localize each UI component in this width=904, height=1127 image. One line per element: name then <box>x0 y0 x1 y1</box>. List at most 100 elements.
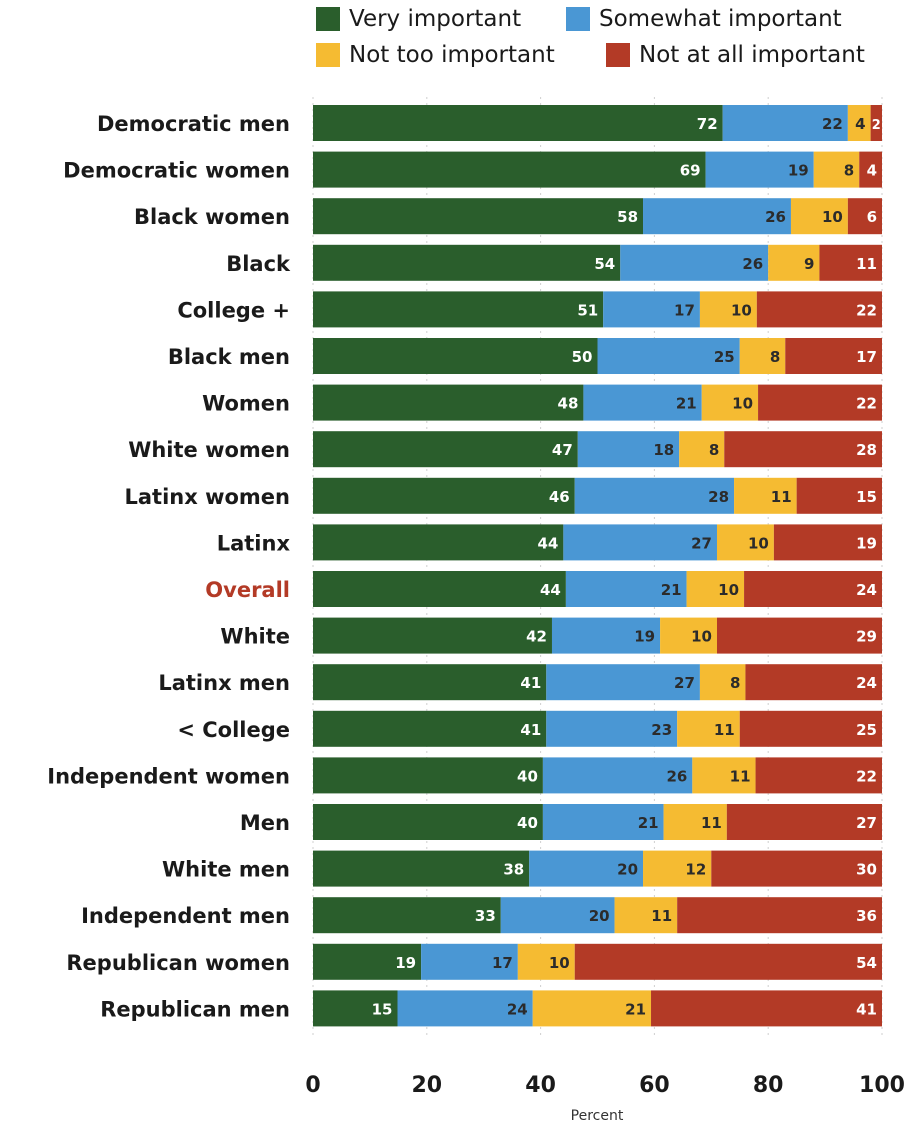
data-label-latinx-men-not-too-important: 8 <box>730 674 740 692</box>
data-label-latinx-somewhat-important: 27 <box>691 534 712 552</box>
x-tick-label-0: 0 <box>305 1073 320 1098</box>
bar-segment-overall-very-important <box>313 571 566 607</box>
x-tick-label-100: 100 <box>859 1073 904 1098</box>
bar-segment-overall-not-too-important <box>686 571 745 607</box>
data-label-independent-men-very-important: 33 <box>475 907 496 925</box>
data-label-men-not-too-important: 11 <box>701 814 722 832</box>
data-label-black-men-not-too-important: 8 <box>770 348 780 366</box>
legend-swatch-very-important <box>316 7 340 31</box>
bar-segment-black-women-not-at-all-important <box>847 198 882 235</box>
bar-segment-latinx-women-not-at-all-important <box>796 477 882 514</box>
bar-segment-white-women-somewhat-important <box>577 431 680 468</box>
data-label-black-women-somewhat-important: 26 <box>765 208 786 226</box>
bar-segment-white-not-too-important <box>660 617 717 654</box>
legend-item-very-important: Very important <box>316 6 521 32</box>
legend-swatch-somewhat-important <box>566 7 590 31</box>
x-tick-label-60: 60 <box>639 1073 670 1098</box>
bar-segment-white-men-somewhat-important <box>529 850 644 887</box>
bar-segment-republican-men-somewhat-important <box>397 990 533 1027</box>
data-label-latinx-men-somewhat-important: 27 <box>674 674 695 692</box>
data-label-latinx-not-too-important: 10 <box>748 534 769 552</box>
data-label-white-men-somewhat-important: 20 <box>617 861 638 879</box>
data-label-lt-college-somewhat-important: 23 <box>651 721 672 739</box>
category-label-college-plus: College + <box>177 298 290 322</box>
bar-segment-republican-men-not-too-important <box>532 990 652 1027</box>
bar-segment-republican-women-not-too-important <box>517 943 575 980</box>
data-label-lt-college-not-too-important: 11 <box>714 721 735 739</box>
category-label-black-men: Black men <box>168 345 290 369</box>
legend-item-not-at-all-important: Not at all important <box>606 42 865 68</box>
category-label-men: Men <box>240 811 290 835</box>
bar-segment-republican-men-not-at-all-important <box>651 990 882 1027</box>
bar-segment-latinx-men-not-too-important <box>699 664 746 701</box>
bar-segment-democratic-men-not-at-all-important <box>870 105 882 141</box>
bar-segment-white-men-very-important <box>313 850 530 887</box>
category-label-white-women: White women <box>128 438 290 462</box>
bar-segment-white-women-very-important <box>313 431 578 468</box>
data-label-democratic-women-not-too-important: 8 <box>844 162 854 180</box>
data-label-white-women-very-important: 47 <box>552 441 573 459</box>
bar-segment-independent-women-not-too-important <box>692 757 756 794</box>
bar-segment-white-very-important <box>313 617 552 654</box>
data-label-democratic-men-not-at-all-important: 2 <box>872 118 881 133</box>
bar-segment-black-men-very-important <box>313 338 598 374</box>
bar-segment-white-women-not-at-all-important <box>724 431 882 468</box>
bar-segment-latinx-somewhat-important <box>563 524 717 561</box>
bar-segment-independent-women-somewhat-important <box>542 757 693 794</box>
bar-segment-independent-women-very-important <box>313 757 543 794</box>
x-axis-ticks: 0 20 40 60 80 100 <box>305 1073 904 1098</box>
data-label-republican-women-not-at-all-important: 54 <box>856 954 877 972</box>
bar-segment-women-very-important <box>313 384 584 421</box>
bar-segment-white-not-at-all-important <box>716 617 882 654</box>
bar-segment-black-men-not-too-important <box>739 338 786 374</box>
bar-segment-latinx-women-not-too-important <box>734 477 797 514</box>
bar-segment-democratic-women-very-important <box>313 151 706 188</box>
data-label-men-somewhat-important: 21 <box>638 814 659 832</box>
bar-segment-democratic-women-not-at-all-important <box>859 151 882 188</box>
category-label-republican-men: Republican men <box>100 997 290 1021</box>
category-label-independent-women: Independent women <box>47 764 290 788</box>
bar-segment-independent-men-very-important <box>313 897 501 934</box>
bar-segment-men-very-important <box>313 804 543 840</box>
data-label-overall-somewhat-important: 21 <box>661 581 682 599</box>
bar-segment-white-somewhat-important <box>551 617 661 654</box>
legend-label-not-too-important: Not too important <box>349 42 555 68</box>
bar-segment-independent-women-not-at-all-important <box>755 757 882 794</box>
legend-item-somewhat-important: Somewhat important <box>566 6 842 32</box>
data-label-white-women-not-too-important: 8 <box>709 441 719 459</box>
bar-segment-democratic-women-somewhat-important <box>705 151 814 188</box>
data-label-black-somewhat-important: 26 <box>742 255 763 273</box>
data-label-black-women-very-important: 58 <box>617 208 638 226</box>
category-label-overall: Overall <box>205 578 290 602</box>
bar-segment-independent-men-not-too-important <box>614 897 678 934</box>
bar-segment-latinx-women-somewhat-important <box>574 477 735 514</box>
category-label-white: White <box>220 625 290 649</box>
bar-segment-democratic-men-very-important <box>313 105 723 141</box>
bar-segment-white-men-not-too-important <box>643 850 712 887</box>
category-label-independent-men: Independent men <box>81 904 290 928</box>
bar-segment-independent-men-somewhat-important <box>500 897 615 934</box>
data-label-white-men-very-important: 38 <box>503 861 524 879</box>
data-label-latinx-men-very-important: 41 <box>520 674 541 692</box>
data-label-college-plus-somewhat-important: 17 <box>674 301 695 319</box>
data-label-women-not-too-important: 10 <box>732 395 753 413</box>
bar-segment-lt-college-very-important <box>313 710 547 747</box>
data-label-college-plus-very-important: 51 <box>577 301 598 319</box>
bar-segment-latinx-women-very-important <box>313 477 575 514</box>
bar-segment-men-not-too-important <box>663 804 727 840</box>
data-label-independent-women-not-at-all-important: 22 <box>856 767 877 785</box>
category-label-black: Black <box>226 252 291 276</box>
data-label-republican-women-not-too-important: 10 <box>549 954 570 972</box>
data-label-republican-men-not-at-all-important: 41 <box>856 1000 877 1018</box>
data-label-men-very-important: 40 <box>517 814 538 832</box>
data-label-black-men-not-at-all-important: 17 <box>856 348 877 366</box>
category-labels: Democratic men Democratic women Black wome… <box>47 112 291 1021</box>
x-axis-title: Percent <box>571 1108 624 1124</box>
bar-segment-black-women-somewhat-important <box>643 198 791 235</box>
legend-item-not-too-important: Not too important <box>316 42 555 68</box>
bar-segment-black-not-at-all-important <box>819 244 882 281</box>
data-label-latinx-women-very-important: 46 <box>549 488 570 506</box>
data-label-latinx-not-at-all-important: 19 <box>856 534 877 552</box>
